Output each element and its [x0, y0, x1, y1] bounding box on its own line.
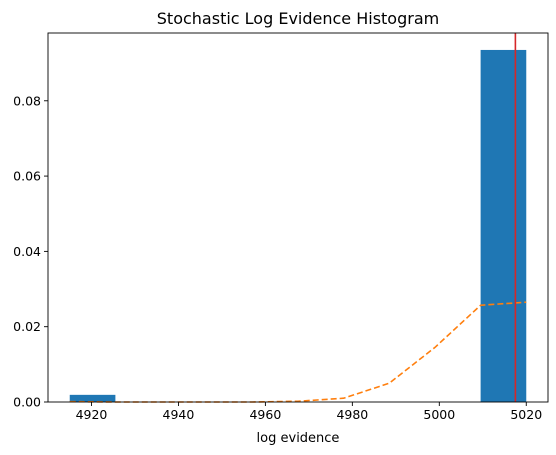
- x-tick-label-3: 4980: [336, 407, 368, 422]
- chart-title: Stochastic Log Evidence Histogram: [157, 9, 439, 28]
- x-tick-label-0: 4920: [76, 407, 108, 422]
- x-tick-label-5: 5020: [510, 407, 542, 422]
- axes-frame: [47, 32, 549, 403]
- x-tick-label-4: 5000: [423, 407, 455, 422]
- y-tick-label-0: 0.00: [13, 395, 41, 410]
- x-tick-label-1: 4940: [163, 407, 195, 422]
- plot-area: 4920 4940 4960 4980 5000 5020 0.00 0.02 0.04 0.06…: [13, 32, 549, 422]
- y-tick-label-2: 0.04: [13, 244, 41, 259]
- density-curve-line: [69, 301, 527, 403]
- y-tick-label-4: 0.08: [13, 93, 41, 108]
- y-tick-label-3: 0.06: [13, 169, 41, 184]
- y-tick-label-1: 0.02: [13, 319, 41, 334]
- x-axis-label: log evidence: [257, 431, 340, 446]
- histogram-bar-1: [480, 49, 527, 402]
- histogram-bar-0: [69, 394, 116, 402]
- x-tick-label-2: 4960: [249, 407, 281, 422]
